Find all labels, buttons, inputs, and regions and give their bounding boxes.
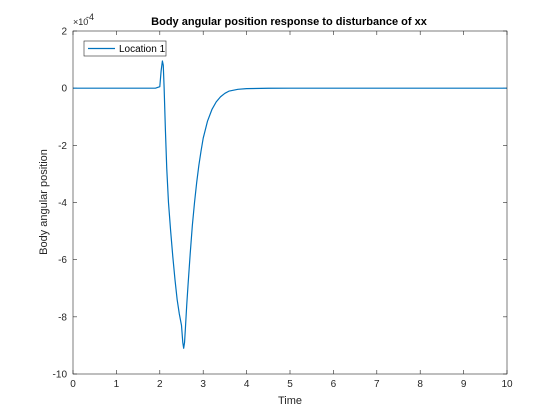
- legend-label: Location 1: [119, 44, 166, 55]
- x-tick-label: 1: [114, 379, 120, 390]
- legend-box: [83, 40, 167, 57]
- x-axis-label: Time: [278, 395, 302, 407]
- chart-title: Body angular position response to distur…: [151, 16, 428, 28]
- y-tick-label: 0: [61, 84, 67, 95]
- y-scale-exponent: -4: [86, 12, 94, 22]
- plot-box: [72, 30, 508, 375]
- legend: Location 1: [83, 40, 167, 57]
- x-tick-label: 3: [200, 379, 206, 390]
- x-tick-label: 5: [287, 379, 293, 390]
- y-tick-label: -4: [58, 198, 67, 209]
- series-layer: [73, 60, 507, 349]
- x-tick-label: 4: [244, 379, 250, 390]
- y-tick-label: 2: [61, 27, 67, 38]
- ticks-layer: 0 1 2 3 4 5 6 7 8 9 10 -10 -8 -6 -4 -2 0 2: [53, 27, 513, 391]
- x-tick-label: 0: [70, 379, 76, 390]
- series-line: [73, 60, 507, 349]
- y-tick-label: -2: [58, 141, 67, 152]
- x-tick-label: 8: [417, 379, 423, 390]
- x-tick-label: 6: [331, 379, 337, 390]
- y-tick-label: -6: [58, 255, 67, 266]
- y-tick-label: -10: [53, 370, 68, 381]
- y-scale-factor: ×10 -4: [73, 12, 94, 27]
- x-tick-label: 10: [501, 379, 513, 390]
- y-scale-multiplier: ×10: [73, 17, 88, 27]
- x-tick-label: 2: [157, 379, 163, 390]
- plot-area: [73, 31, 507, 374]
- y-axis-label: Body angular position: [38, 149, 50, 255]
- x-tick-label: 7: [374, 379, 380, 390]
- x-tick-label: 9: [461, 379, 467, 390]
- y-tick-label: -8: [58, 312, 67, 323]
